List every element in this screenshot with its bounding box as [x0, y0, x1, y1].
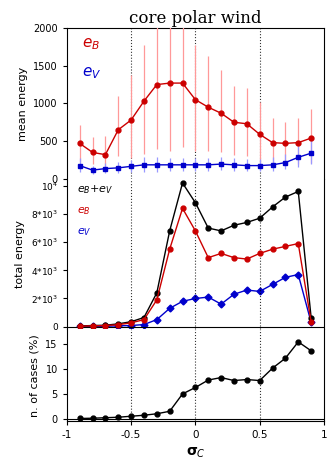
Text: $e_B$: $e_B$: [82, 37, 100, 52]
Text: $e_V$: $e_V$: [77, 227, 92, 238]
Y-axis label: n. of cases (%): n. of cases (%): [30, 334, 40, 417]
Text: $e_V$: $e_V$: [82, 66, 102, 81]
Y-axis label: total energy: total energy: [15, 220, 25, 288]
Text: $e_B$+$e_V$: $e_B$+$e_V$: [77, 183, 114, 196]
Text: $e_B$: $e_B$: [77, 205, 91, 217]
Y-axis label: mean energy: mean energy: [18, 66, 28, 140]
Title: core polar wind: core polar wind: [129, 9, 262, 27]
X-axis label: $\mathbf{\sigma}_C$: $\mathbf{\sigma}_C$: [185, 446, 205, 460]
